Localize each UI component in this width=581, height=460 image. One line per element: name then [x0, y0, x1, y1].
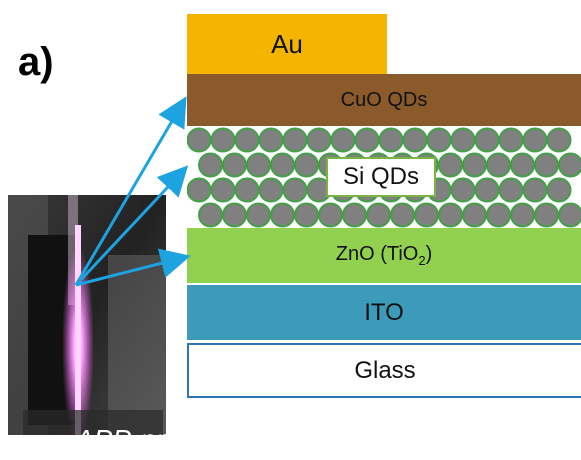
si-quantum-dot — [426, 127, 452, 153]
glass-layer: Glass — [187, 343, 581, 398]
si-quantum-dot — [390, 202, 415, 228]
si-quantum-dot — [378, 127, 404, 153]
si-quantum-dot — [522, 177, 548, 203]
glass-label: Glass — [354, 356, 416, 384]
si-quantum-dot — [210, 127, 236, 153]
si-quantum-dot — [342, 202, 367, 228]
si-quantum-dot — [294, 202, 319, 228]
cuo-label: CuO QDs — [340, 88, 428, 111]
si-quantum-dot — [258, 177, 284, 203]
si-quantum-dot — [558, 202, 581, 228]
si-quantum-dot — [246, 202, 271, 228]
plasma-jet-image — [8, 195, 166, 435]
si-quantum-dot — [546, 127, 572, 153]
si-quantum-dot — [282, 177, 308, 203]
si-quantum-dot — [522, 127, 548, 153]
si-quantum-dot — [546, 177, 572, 203]
si-quantum-dot — [306, 127, 332, 153]
si-quantum-dot — [438, 202, 463, 228]
si-quantum-dot — [210, 177, 236, 203]
si-quantum-dot — [474, 127, 500, 153]
ito-label: ITO — [364, 298, 404, 326]
si-quantum-dot — [534, 202, 559, 228]
si-quantum-dot — [270, 202, 295, 228]
si-quantum-dot — [510, 202, 535, 228]
cuo-layer: CuO QDs — [187, 74, 581, 126]
au-label: Au — [271, 28, 303, 59]
si-quantum-dot — [414, 202, 439, 228]
si-quantum-dot — [474, 177, 500, 203]
si-quantum-dot — [486, 152, 511, 178]
si-quantum-dot — [294, 152, 319, 178]
si-quantum-dot — [498, 127, 524, 153]
si-quantum-dot — [222, 202, 247, 228]
si-quantum-dot — [330, 127, 356, 153]
si-quantum-dot — [450, 177, 476, 203]
photo-caption: APP-produced — [75, 424, 258, 455]
si-qds-label: Si QDs — [342, 163, 419, 190]
si-quantum-dot — [438, 152, 463, 178]
si-quantum-dot — [534, 152, 559, 178]
si-quantum-dot — [318, 202, 343, 228]
si-quantum-dot — [234, 177, 260, 203]
si-quantum-dot — [558, 152, 581, 178]
si-quantum-dot — [462, 202, 487, 228]
si-quantum-dot — [258, 127, 284, 153]
si-quantum-dot — [282, 127, 308, 153]
si-quantum-dot — [270, 152, 295, 178]
si-quantum-dot — [450, 127, 476, 153]
plasma-photo — [8, 195, 166, 435]
au-layer: Au — [187, 14, 387, 74]
si-quantum-dot — [198, 202, 223, 228]
si-quantum-dot — [198, 152, 223, 178]
si-quantum-dot — [486, 202, 511, 228]
si-quantum-dot — [510, 152, 535, 178]
si-quantum-dot — [402, 127, 428, 153]
si-quantum-dot — [366, 202, 391, 228]
si-quantum-dot — [187, 177, 212, 203]
si-quantum-dot — [234, 127, 260, 153]
si-quantum-dot — [462, 152, 487, 178]
si-quantum-dot — [498, 177, 524, 203]
si-qds-label-box: Si QDs — [326, 157, 436, 197]
si-quantum-dot — [187, 127, 212, 153]
zno-layer: ZnO (TiO2) — [187, 228, 581, 283]
panel-label: a) — [18, 40, 54, 84]
si-quantum-dot — [246, 152, 271, 178]
si-quantum-dot — [354, 127, 380, 153]
si-quantum-dot — [222, 152, 247, 178]
zno-label: ZnO (TiO2) — [335, 243, 433, 268]
ito-layer: ITO — [187, 285, 581, 340]
